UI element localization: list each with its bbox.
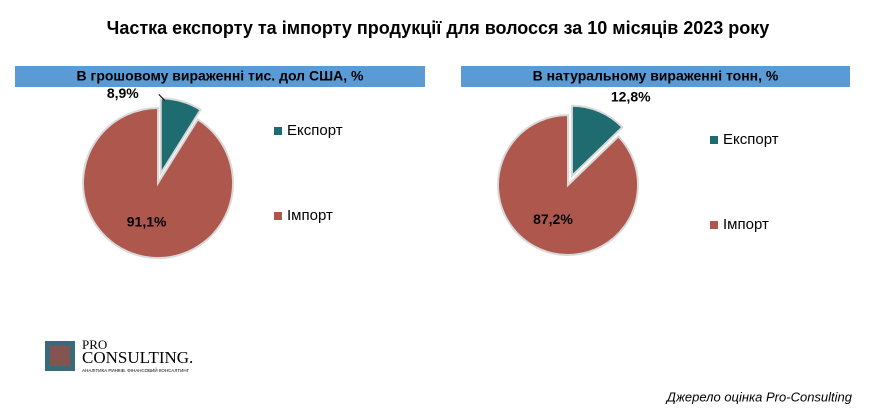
pie-slice: [159, 97, 202, 177]
subtitle-bar: [15, 66, 425, 87]
pie-slice: [497, 113, 639, 256]
value-label: 8,9%: [107, 85, 139, 101]
legend-swatch: [274, 127, 282, 135]
legend-swatch: [710, 136, 718, 144]
value-label: 87,2%: [533, 211, 573, 227]
leader-line: [158, 94, 166, 101]
logo: PRO CONSULTING. АНАЛІТИКА РИНКІВ. ФІНАНС…: [45, 337, 193, 373]
value-label: 91,1%: [127, 213, 167, 229]
subtitle: В грошовому вираженні тис. дол США, %: [77, 68, 365, 84]
legend-label: Імпорт: [723, 216, 769, 233]
pie-slice: [82, 106, 234, 259]
logo-top: PRO: [82, 337, 107, 352]
subtitle-bar: [461, 66, 850, 87]
legend-swatch: [710, 221, 718, 229]
legend-label: Імпорт: [287, 207, 333, 224]
pie-slice: [570, 104, 624, 179]
subtitle: В натуральному вираженні тонн, %: [533, 68, 779, 84]
chart-title: Частка експорту та імпорту продукції для…: [107, 18, 770, 38]
source: Джерело оцінка Pro-Consulting: [665, 389, 853, 404]
legend-label: Експорт: [723, 131, 779, 148]
legend-label: Експорт: [287, 122, 343, 139]
legend-swatch: [274, 212, 282, 220]
logo-icon-inner: [50, 346, 70, 366]
logo-tagline: АНАЛІТИКА РИНКІВ. ФІНАНСОВИЙ КОНСАЛТИНГ: [82, 366, 190, 373]
logo-main: CONSULTING.: [82, 348, 193, 367]
value-label: 12,8%: [611, 88, 651, 104]
